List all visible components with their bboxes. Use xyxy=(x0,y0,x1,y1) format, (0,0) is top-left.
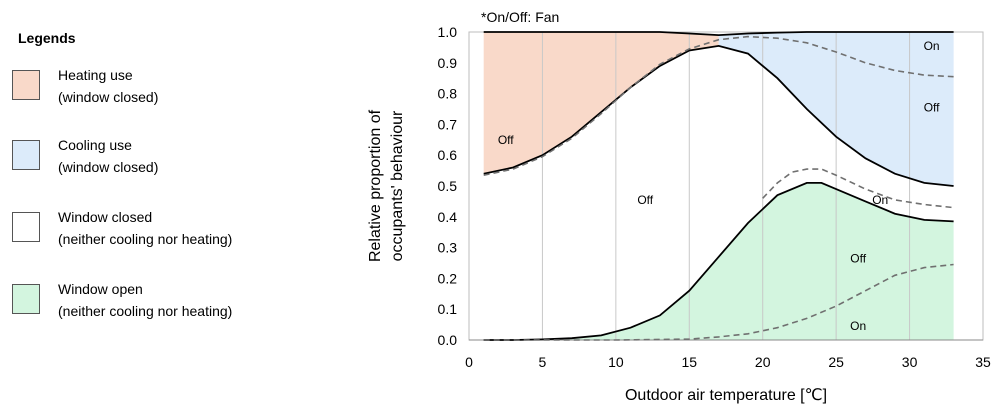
y-tick-label: 1.0 xyxy=(438,24,458,40)
x-axis-label: Outdoor air temperature [℃] xyxy=(625,387,827,404)
annotation-label: Off xyxy=(850,251,866,265)
y-axis-label-line: occupants' behaviour xyxy=(389,110,406,261)
y-tick-label: 0.4 xyxy=(438,209,458,225)
y-tick-label: 0.6 xyxy=(438,147,458,163)
x-tick-label: 10 xyxy=(608,354,624,370)
x-tick-label: 35 xyxy=(975,354,991,370)
legend-label-heating: Heating use xyxy=(58,67,133,83)
annotation-label: Off xyxy=(637,193,653,207)
y-axis-label: Relative proportion of occupants' behavio… xyxy=(367,109,406,262)
y-tick-label: 0.7 xyxy=(438,116,458,132)
dashed-curve-4 xyxy=(762,168,954,209)
x-tick-label: 15 xyxy=(681,354,697,370)
solid-curve-3 xyxy=(483,182,954,341)
legend-label-cooling: Cooling use xyxy=(58,137,132,153)
legend-item-window-closed: Window closed (neither cooling nor heati… xyxy=(12,206,312,254)
y-tick-label: 0.0 xyxy=(438,332,458,348)
legend-sublabel-cooling: (window closed) xyxy=(58,159,159,175)
legend-title: Legends xyxy=(18,30,76,46)
annotation-label: On xyxy=(850,319,866,333)
annotation-label: Off xyxy=(498,133,514,147)
legend-label-window-closed: Window closed xyxy=(58,209,153,225)
y-tick-label: 0.9 xyxy=(438,55,458,71)
legend-sublabel-window-closed: (neither cooling nor heating) xyxy=(58,231,233,247)
x-tick-label: 5 xyxy=(539,354,547,370)
y-tick-label: 0.3 xyxy=(438,240,458,256)
y-tick-label: 0.5 xyxy=(438,178,458,194)
solid-curve-2 xyxy=(483,31,954,37)
y-tick-label: 0.1 xyxy=(438,301,458,317)
solid-curve-0 xyxy=(483,44,954,187)
legend-sublabel-heating: (window closed) xyxy=(58,89,159,105)
legend-item-window-open: Window open (neither cooling nor heating… xyxy=(12,278,312,326)
window-open-swatch xyxy=(12,284,40,314)
cooling-swatch xyxy=(12,140,40,170)
heating-swatch xyxy=(12,70,40,100)
x-tick-label: 20 xyxy=(755,354,771,370)
annotation-label: On xyxy=(924,39,940,53)
x-tick-label: 25 xyxy=(828,354,844,370)
x-tick-label: 30 xyxy=(902,354,918,370)
legend-sublabel-window-open: (neither cooling nor heating) xyxy=(58,303,233,319)
legend-item-heating: Heating use (window closed) xyxy=(12,64,312,112)
legend-label-window-open: Window open xyxy=(58,281,143,297)
y-tick-label: 0.2 xyxy=(438,270,458,286)
dashed-curve-1 xyxy=(483,35,954,176)
annotation-label: On xyxy=(872,193,888,207)
y-axis-label-line: Relative proportion of xyxy=(367,109,384,262)
fan-note: *On/Off: Fan xyxy=(481,9,559,25)
legend-item-cooling: Cooling use (window closed) xyxy=(12,134,312,182)
dashed-curve-5 xyxy=(483,263,954,341)
x-tick-label: 0 xyxy=(465,354,473,370)
y-tick-label: 0.8 xyxy=(438,86,458,102)
window-closed-swatch xyxy=(12,212,40,242)
annotation-label: Off xyxy=(924,100,940,114)
